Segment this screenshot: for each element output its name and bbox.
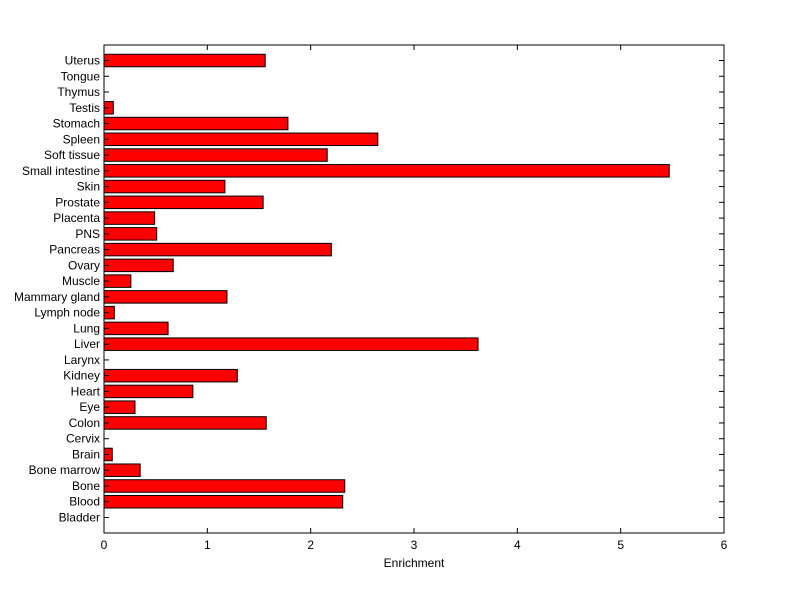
y-tick-label-heart: Heart xyxy=(71,384,101,398)
bar-stomach xyxy=(103,116,289,131)
y-tick-label-thymus: Thymus xyxy=(57,85,100,99)
bar-blood xyxy=(103,494,344,509)
x-tick-label-5: 5 xyxy=(617,538,624,552)
x-tick-label-1: 1 xyxy=(204,538,211,552)
y-tick-label-uterus: Uterus xyxy=(65,54,100,68)
bar-ovary xyxy=(103,258,174,273)
y-tick-label-pancreas: Pancreas xyxy=(49,243,100,257)
bar-small-intestine xyxy=(103,164,670,178)
y-tick-label-blood: Blood xyxy=(69,495,100,509)
y-tick-label-muscle: Muscle xyxy=(62,274,100,288)
x-axis-ticks: 0 1 2 3 4 5 6 xyxy=(101,45,728,552)
x-tick-label-2: 2 xyxy=(307,538,314,552)
bars-group xyxy=(103,53,670,509)
y-tick-label-pns: PNS xyxy=(75,227,100,241)
x-tick-label-6: 6 xyxy=(721,538,728,552)
bar-lung xyxy=(103,321,169,336)
y-tick-label-spleen: Spleen xyxy=(63,132,100,146)
bar-mammary-gland xyxy=(103,290,228,304)
y-tick-label-stomach: Stomach xyxy=(53,117,100,131)
y-tick-label-kidney: Kidney xyxy=(63,369,100,383)
bar-uterus xyxy=(103,53,266,68)
y-tick-label-tongue: Tongue xyxy=(61,69,101,83)
y-tick-label-prostate: Prostate xyxy=(55,195,100,209)
bar-colon xyxy=(103,416,267,430)
x-tick-label-4: 4 xyxy=(514,538,521,552)
x-tick-label-3: 3 xyxy=(411,538,418,552)
y-tick-label-brain: Brain xyxy=(72,447,100,461)
y-tick-label-larynx: Larynx xyxy=(64,353,100,367)
y-tick-label-mammary-gland: Mammary gland xyxy=(14,290,100,304)
bar-bone xyxy=(103,479,346,493)
y-tick-label-skin: Skin xyxy=(77,180,100,194)
bar-pns xyxy=(103,227,158,241)
y-tick-label-liver: Liver xyxy=(74,337,100,351)
y-tick-label-bladder: Bladder xyxy=(59,511,100,525)
y-tick-label-lung: Lung xyxy=(73,321,100,335)
y-tick-label-soft-tissue: Soft tissue xyxy=(44,148,100,162)
bar-soft-tissue xyxy=(103,148,328,162)
bar-prostate xyxy=(103,195,264,210)
bar-skin xyxy=(103,179,226,194)
bar-pancreas xyxy=(103,242,332,257)
y-tick-label-ovary: Ovary xyxy=(68,258,100,272)
bar-bone-marrow xyxy=(103,463,141,477)
x-axis-label: Enrichment xyxy=(384,556,445,570)
bar-liver xyxy=(103,337,479,351)
y-tick-label-testis: Testis xyxy=(69,101,100,115)
y-tick-label-bone: Bone xyxy=(72,479,100,493)
bar-kidney xyxy=(103,368,238,383)
y-tick-label-lymph-node: Lymph node xyxy=(34,306,100,320)
x-tick-label-0: 0 xyxy=(101,538,108,552)
bar-placenta xyxy=(103,211,156,225)
y-tick-label-small-intestine: Small intestine xyxy=(22,164,100,178)
y-tick-label-placenta: Placenta xyxy=(53,211,100,225)
bar-spleen xyxy=(103,132,379,147)
y-tick-label-eye: Eye xyxy=(79,400,100,414)
bar-heart xyxy=(103,384,194,399)
y-tick-label-bone-marrow: Bone marrow xyxy=(29,463,101,477)
y-tick-label-cervix: Cervix xyxy=(66,432,100,446)
y-tick-label-colon: Colon xyxy=(69,416,100,430)
